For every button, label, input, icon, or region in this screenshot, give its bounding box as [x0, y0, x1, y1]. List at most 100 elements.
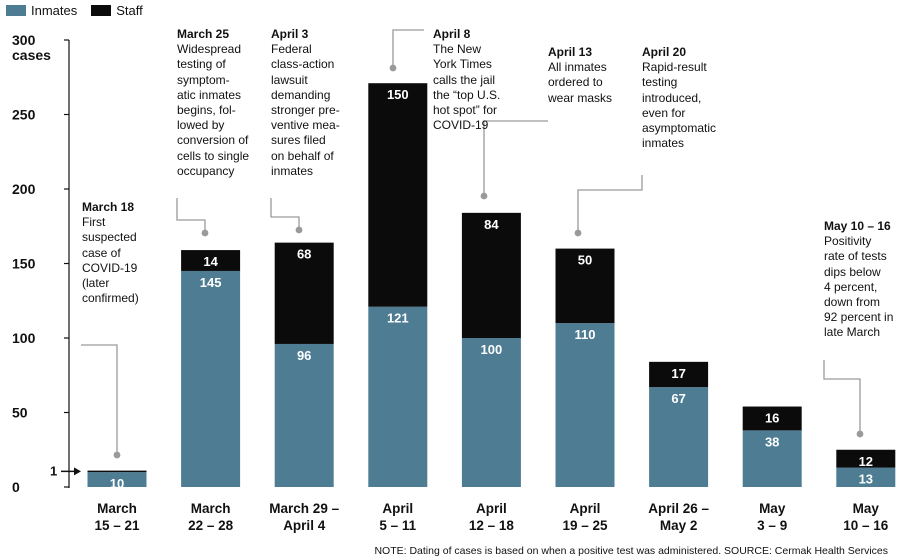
- annotation-title: March 25: [177, 27, 230, 41]
- annotation-line: 92 percent in: [824, 310, 894, 325]
- annotation-title: April 8: [433, 27, 471, 41]
- annotation-line: ventive mea-: [271, 118, 340, 133]
- annotation-line: hot spot” for: [433, 103, 498, 118]
- annotation-line: testing: [642, 75, 678, 90]
- annotation-line: rate of tests: [824, 249, 887, 264]
- label-inmates-3: 121: [387, 311, 409, 326]
- annotation-leader-4: [483, 120, 548, 196]
- label-inmates-2: 96: [297, 348, 311, 363]
- bar-inmates-0: [87, 472, 147, 487]
- bar-inmates-7: [742, 430, 802, 487]
- legend-label-staff: Staff: [116, 3, 143, 18]
- y-tick-label-0: 0: [12, 479, 20, 495]
- bar-staff-2: [274, 242, 334, 344]
- x-label-2-line2: April 4: [283, 518, 326, 533]
- label-inmates-1: 145: [200, 275, 222, 290]
- label-staff-1: 14: [203, 254, 218, 269]
- bar-staff-3: [368, 83, 428, 307]
- label-inmates-5: 110: [575, 327, 596, 342]
- annotation-leader-0: [81, 344, 118, 455]
- annotation-line: wear masks: [548, 90, 613, 105]
- x-label-1-line2: 22 – 28: [188, 518, 234, 533]
- x-label-7-line2: 3 – 9: [757, 518, 787, 533]
- bar-staff-6: [649, 361, 709, 388]
- bar-inmates-4: [461, 338, 521, 487]
- bar-inmates-1: [181, 270, 241, 487]
- annotation-line: late March: [824, 325, 881, 340]
- label-staff-7: 16: [765, 411, 779, 426]
- annotation-leader-2: [270, 198, 300, 229]
- annotation-dot-3: [389, 64, 397, 72]
- x-label-1-line1: March: [191, 501, 231, 516]
- bar-inmates-3: [368, 306, 428, 487]
- annotation-line: suspected: [82, 230, 137, 245]
- legend-swatch-staff: [91, 5, 112, 16]
- x-label-5-line2: 19 – 25: [562, 518, 608, 533]
- x-label-4-line1: April: [476, 501, 507, 516]
- x-label-4-line2: 12 – 18: [469, 518, 515, 533]
- y-tick-label-100: 100: [12, 330, 36, 346]
- annotation-line: dips below: [824, 264, 881, 279]
- annotation-leader-3: [392, 29, 424, 68]
- annotation-line: Positivity: [824, 234, 872, 249]
- annotation-line: even for: [642, 105, 686, 120]
- annotation-4: April 13 All inmates ordered to wear masks: [548, 45, 612, 106]
- annotation-line: cells to single: [177, 148, 250, 163]
- label-inmates-6: 67: [671, 391, 685, 406]
- legend-item-staff: Staff: [91, 3, 143, 18]
- bar-staff-7: [742, 406, 802, 431]
- label-staff-3: 150: [387, 87, 409, 102]
- label-staff-4: 84: [484, 217, 499, 232]
- annotation-line: class-action: [271, 57, 335, 72]
- bar-inmates-8: [836, 467, 896, 487]
- annotation-8: May 10 – 16 Positivity rate of tests dips b…: [824, 219, 893, 341]
- label-staff-8: 12: [859, 454, 873, 469]
- annotation-line: testing of: [177, 57, 226, 72]
- annotation-line: ordered to: [548, 75, 603, 90]
- label-staff-6: 17: [671, 366, 685, 381]
- label-inmates-8: 13: [859, 472, 873, 487]
- annotation-title: April 3: [271, 27, 309, 41]
- x-label-5-line1: April: [570, 501, 601, 516]
- x-label-0-line1: March: [97, 501, 137, 516]
- annotation-line: Rapid-result: [642, 60, 707, 75]
- annotation-5: April 20 Rapid-result testing introduced, ev…: [642, 45, 716, 151]
- x-label-3-line1: April: [382, 501, 413, 516]
- annotation-title: April 13: [548, 45, 593, 59]
- annotation-title: March 18: [82, 200, 135, 214]
- annotation-line: demanding: [271, 87, 331, 102]
- annotation-title: April 20: [642, 45, 687, 59]
- y-tick-label-250: 250: [12, 107, 36, 123]
- bar-staff-1: [181, 250, 241, 271]
- annotation-dot-2: [295, 226, 303, 234]
- annotation-line: COVID-19: [433, 118, 489, 133]
- annotation-line: (later: [82, 276, 110, 291]
- annotation-line: 4 percent,: [824, 279, 878, 294]
- annotation-1: March 25 Widespread testing of symptom-atic…: [177, 27, 249, 179]
- annotation-line: inmates: [642, 136, 685, 151]
- x-label-6-line2: May 2: [660, 518, 698, 533]
- y-tick-label-200: 200: [12, 181, 36, 197]
- annotation-line: asymptomatic: [642, 121, 717, 136]
- legend: Inmates Staff: [6, 3, 143, 18]
- legend-swatch-inmates: [6, 5, 26, 16]
- bar-staff-5: [555, 248, 615, 324]
- pointer-arrow-head: [74, 467, 81, 476]
- annotation-dot-5: [574, 229, 582, 237]
- x-label-3-line2: 5 – 11: [379, 518, 416, 533]
- annotation-line: begins, fol-: [177, 103, 236, 118]
- annotation-line: lawsuit: [271, 72, 308, 87]
- annotation-dot-4: [480, 192, 488, 200]
- bar-staff-8: [836, 449, 896, 468]
- y-tick-label-300: 300: [12, 32, 36, 48]
- x-label-7-line1: May: [759, 501, 786, 516]
- annotation-line: All inmates: [548, 60, 607, 75]
- annotation-3: April 8 The New York Times calls the jail th…: [433, 27, 500, 133]
- label-staff-5: 50: [578, 253, 592, 268]
- annotation-dot-8: [856, 430, 864, 438]
- y-tick-label-50: 50: [12, 405, 28, 421]
- annotation-leader-1: [176, 198, 206, 232]
- bar-staff-4: [461, 212, 521, 338]
- annotation-line: symptom-: [177, 72, 230, 87]
